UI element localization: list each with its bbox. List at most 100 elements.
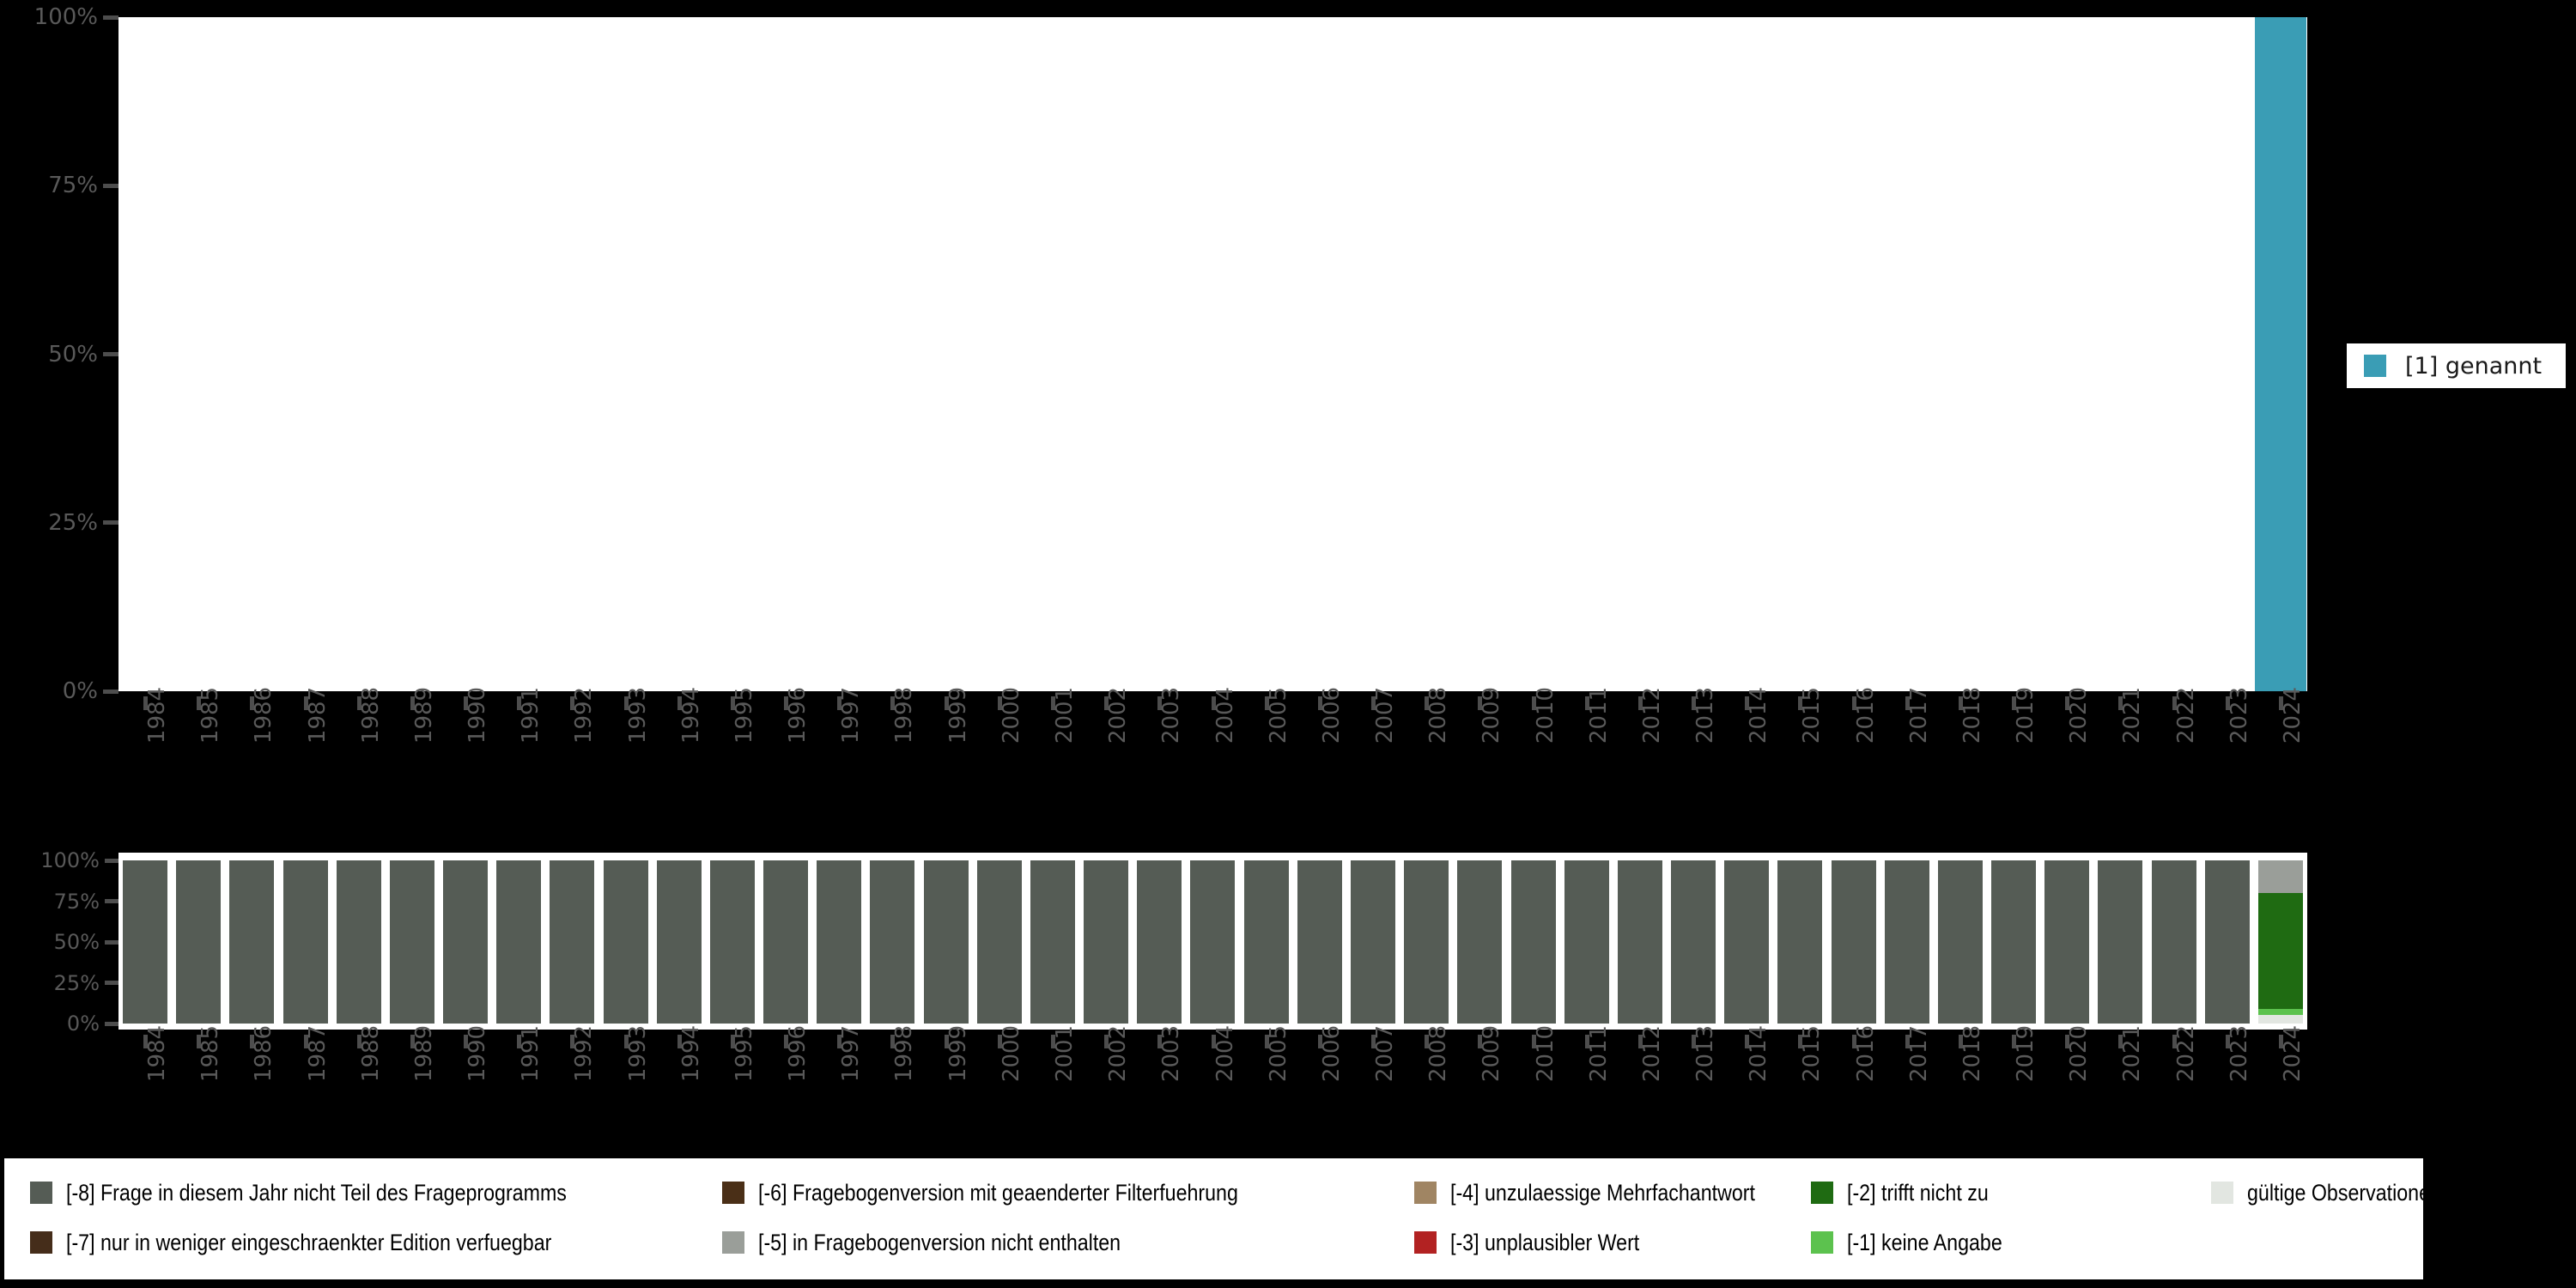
x-tick-label: 2016 bbox=[1852, 1024, 1879, 1083]
x-tick-label: 2011 bbox=[1585, 1024, 1612, 1083]
x-tick-mark bbox=[2225, 1035, 2230, 1048]
stacked-bar-2004 bbox=[1186, 860, 1239, 1024]
x-tick-mark bbox=[303, 1035, 308, 1048]
x-tick-mark bbox=[1745, 696, 1750, 710]
stacked-bar-2005 bbox=[1240, 860, 1293, 1024]
stacked-bar-2020 bbox=[2040, 860, 2093, 1024]
x-tick-mark bbox=[2065, 1035, 2070, 1048]
x-tick-label: 2020 bbox=[2066, 1024, 2093, 1083]
main-chart-legend: [1] genannt bbox=[2347, 343, 2566, 388]
x-tick-mark bbox=[1692, 696, 1697, 710]
stacked-bar-inner bbox=[1671, 860, 1716, 1024]
x-tick-label: 2000 bbox=[998, 1024, 1024, 1083]
y-tick-mark bbox=[103, 15, 118, 20]
x-tick-mark bbox=[1317, 1035, 1322, 1048]
legend-item: [-6] Fragebogenversion mit geaenderter F… bbox=[722, 1176, 1316, 1210]
stacked-bar-2024 bbox=[2254, 860, 2307, 1024]
x-tick-label: 2022 bbox=[2172, 686, 2199, 744]
stack-segment bbox=[1030, 860, 1075, 1024]
stacked-bar-2022 bbox=[2147, 860, 2200, 1024]
y-tick-mark bbox=[103, 689, 118, 694]
x-tick-label: 2021 bbox=[2119, 1024, 2146, 1083]
stack-segment bbox=[1084, 860, 1129, 1024]
sub-y-tick-mark bbox=[105, 858, 118, 863]
x-tick-label: 2023 bbox=[2226, 686, 2252, 744]
x-tick-label: 2015 bbox=[1799, 686, 1826, 744]
sub-y-tick-mark bbox=[105, 1021, 118, 1026]
stacked-bar-2006 bbox=[1293, 860, 1346, 1024]
x-tick-label: 1993 bbox=[624, 686, 651, 744]
legend-label: [-8] Frage in diesem Jahr nicht Teil des… bbox=[66, 1180, 567, 1206]
x-tick-label: 2006 bbox=[1318, 1024, 1345, 1083]
x-tick-mark bbox=[197, 696, 202, 710]
stacked-bar-2023 bbox=[2201, 860, 2254, 1024]
x-tick-label: 2007 bbox=[1372, 1024, 1398, 1083]
x-tick-label: 2000 bbox=[998, 686, 1024, 744]
stacked-bar-inner bbox=[1937, 860, 1983, 1024]
x-tick-label: 2018 bbox=[1959, 686, 1985, 744]
legend-label: gültige Observationen bbox=[2247, 1180, 2441, 1206]
x-tick-label: 2002 bbox=[1105, 1024, 1132, 1083]
legend-swatch bbox=[1811, 1182, 1833, 1204]
stack-segment bbox=[1617, 860, 1662, 1024]
stacked-bar-1995 bbox=[706, 860, 759, 1024]
x-tick-label: 1989 bbox=[410, 686, 437, 744]
x-tick-label: 1984 bbox=[144, 686, 171, 744]
stacked-bar-inner bbox=[2098, 860, 2143, 1024]
x-tick-mark bbox=[464, 696, 469, 710]
stack-segment bbox=[1243, 860, 1289, 1024]
x-tick-mark bbox=[890, 1035, 896, 1048]
x-tick-mark bbox=[570, 1035, 575, 1048]
x-tick-label: 2019 bbox=[2013, 1024, 2039, 1083]
missing-codes-legend: [-8] Frage in diesem Jahr nicht Teil des… bbox=[4, 1158, 2441, 1279]
x-tick-mark bbox=[677, 696, 682, 710]
stacked-bar-inner bbox=[1510, 860, 1556, 1024]
stacked-bar-inner bbox=[1777, 860, 1823, 1024]
x-tick-mark bbox=[1531, 1035, 1536, 1048]
stacked-bar-2013 bbox=[1667, 860, 1720, 1024]
legend-label: [-6] Fragebogenversion mit geaenderter F… bbox=[758, 1180, 1238, 1206]
stack-segment bbox=[2098, 860, 2143, 1024]
stacked-bar-2001 bbox=[1026, 860, 1079, 1024]
x-tick-mark bbox=[2065, 696, 2070, 710]
stacked-bar-inner bbox=[229, 860, 275, 1024]
legend-swatch bbox=[722, 1182, 744, 1204]
stack-segment bbox=[1937, 860, 1983, 1024]
x-tick-label: 2011 bbox=[1585, 686, 1612, 744]
x-tick-mark bbox=[1371, 696, 1376, 710]
stacked-bar-1988 bbox=[332, 860, 386, 1024]
x-tick-label: 2021 bbox=[2119, 686, 2146, 744]
x-tick-mark bbox=[356, 696, 361, 710]
stack-segment bbox=[1831, 860, 1876, 1024]
stacked-bar-1987 bbox=[279, 860, 332, 1024]
x-tick-mark bbox=[1211, 1035, 1216, 1048]
legend-item: [-8] Frage in diesem Jahr nicht Teil des… bbox=[30, 1176, 648, 1210]
stack-segment bbox=[656, 860, 702, 1024]
x-tick-mark bbox=[2012, 696, 2017, 710]
x-tick-label: 1992 bbox=[571, 686, 598, 744]
x-tick-mark bbox=[730, 1035, 735, 1048]
stack-segment bbox=[2257, 1008, 2303, 1015]
x-tick-label: 1988 bbox=[357, 686, 384, 744]
stacked-bar-inner bbox=[2044, 860, 2090, 1024]
main-chart-x-axis: 1984 1985 1986 1987 1988 1989 1990 1991 1992 1993… bbox=[118, 687, 2307, 854]
x-tick-label: 1994 bbox=[677, 686, 704, 744]
x-tick-label: 2007 bbox=[1372, 686, 1398, 744]
x-tick-label: 2009 bbox=[1479, 686, 1505, 744]
stacked-bar-inner bbox=[1564, 860, 1609, 1024]
stacked-bar-2017 bbox=[1880, 860, 1934, 1024]
x-tick-mark bbox=[2012, 1035, 2017, 1048]
stacked-bar-2018 bbox=[1934, 860, 1987, 1024]
stacked-bar-2009 bbox=[1453, 860, 1506, 1024]
x-tick-mark bbox=[570, 696, 575, 710]
stacked-bar-1984 bbox=[118, 860, 172, 1024]
stack-segment bbox=[1510, 860, 1556, 1024]
stacked-bar-inner bbox=[1190, 860, 1236, 1024]
x-tick-mark bbox=[730, 696, 735, 710]
main-chart-plot-area bbox=[118, 17, 2307, 691]
x-tick-mark bbox=[1905, 696, 1910, 710]
stack-segment bbox=[496, 860, 542, 1024]
x-tick-mark bbox=[944, 696, 949, 710]
x-tick-mark bbox=[1531, 696, 1536, 710]
stacked-bar-inner bbox=[603, 860, 648, 1024]
